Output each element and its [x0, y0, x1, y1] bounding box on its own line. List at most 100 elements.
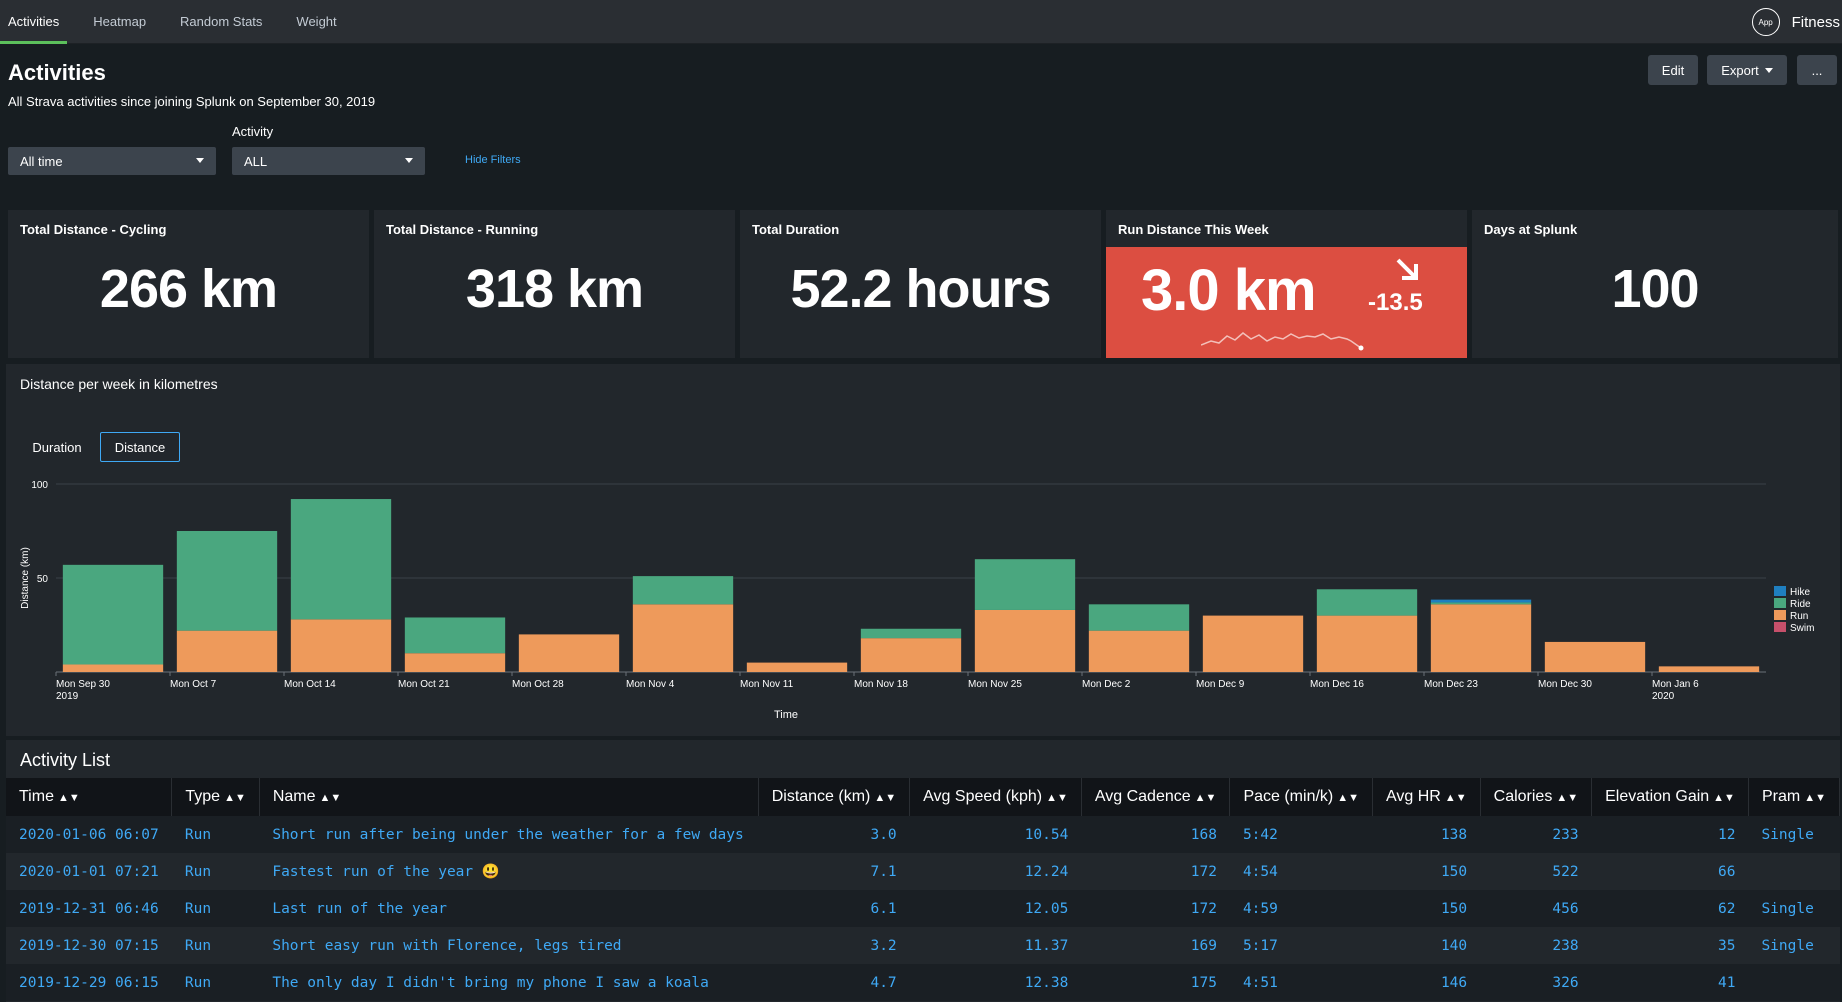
arrow-down-right-icon — [1396, 258, 1418, 280]
tab-random-stats[interactable]: Random Stats — [180, 14, 263, 29]
time-range-dropdown[interactable]: All time — [8, 147, 216, 175]
col-elevation-gain[interactable]: Elevation Gain ▲▼ — [1591, 778, 1749, 816]
table-cell[interactable]: 2019-12-30 07:15 — [6, 927, 172, 964]
table-cell[interactable]: Fastest run of the year 😃 — [259, 853, 759, 890]
hide-filters-link[interactable]: Hide Filters — [465, 154, 521, 166]
export-button[interactable]: Export — [1707, 55, 1787, 85]
table-cell[interactable]: 7.1 — [758, 853, 910, 890]
x-tick-label: Mon Nov 11 — [740, 679, 794, 690]
table-cell[interactable]: 5:17 — [1229, 927, 1373, 964]
table-cell[interactable]: Run — [171, 964, 260, 1001]
col-pace[interactable]: Pace (min/k) ▲▼ — [1229, 778, 1374, 816]
col-name[interactable]: Name ▲▼ — [259, 778, 759, 816]
tab-activities[interactable]: Activities — [0, 0, 68, 44]
table-cell[interactable]: 233 — [1480, 816, 1592, 853]
table-cell[interactable]: 12 — [1591, 816, 1749, 853]
table-row[interactable]: 2019-12-30 07:15 Run Short easy run with F… — [6, 927, 1840, 964]
table-cell[interactable]: 12.24 — [909, 853, 1082, 890]
col-distance[interactable]: Distance (km) ▲▼ — [758, 778, 911, 816]
table-cell[interactable]: 41 — [1591, 964, 1749, 1001]
bar-run — [632, 604, 734, 672]
col-pram[interactable]: Pram ▲▼ — [1748, 778, 1841, 816]
table-cell[interactable]: 2019-12-29 06:15 — [6, 964, 172, 1001]
col-calories[interactable]: Calories ▲▼ — [1480, 778, 1593, 816]
table-cell[interactable]: 326 — [1480, 964, 1592, 1001]
distance-toggle[interactable]: Distance — [100, 432, 180, 462]
table-cell[interactable]: 150 — [1372, 890, 1481, 927]
tab-heatmap[interactable]: Heatmap — [93, 14, 147, 29]
kpi-title: Total Distance - Cycling — [20, 222, 167, 237]
edit-button[interactable]: Edit — [1648, 55, 1698, 85]
activity-dropdown[interactable]: ALL — [232, 147, 425, 175]
table-cell[interactable]: The only day I didn't bring my phone I s… — [259, 964, 759, 1001]
col-avg-cadence[interactable]: Avg Cadence ▲▼ — [1081, 778, 1231, 816]
table-row[interactable]: 2019-12-29 06:15 Run The only day I didn't… — [6, 964, 1840, 1001]
table-cell[interactable]: 10.54 — [909, 816, 1082, 853]
table-cell[interactable]: 12.05 — [909, 890, 1082, 927]
export-label: Export — [1721, 62, 1759, 78]
table-cell[interactable]: 456 — [1480, 890, 1592, 927]
duration-toggle[interactable]: Duration — [32, 439, 82, 455]
table-cell[interactable]: 4.7 — [758, 964, 910, 1001]
table-cell[interactable]: Last run of the year — [259, 890, 759, 927]
table-cell[interactable] — [1748, 964, 1840, 1001]
x-tick-sublabel: 2019 — [56, 691, 79, 702]
table-cell[interactable]: 172 — [1081, 853, 1230, 890]
table-row[interactable]: 2020-01-06 06:07 Run Short run after being… — [6, 816, 1840, 853]
x-tick-label: Mon Oct 7 — [170, 679, 217, 690]
bar-run — [1658, 666, 1760, 672]
table-row[interactable]: 2019-12-31 06:46 Run Last run of the year 6… — [6, 890, 1840, 927]
table-cell[interactable]: 238 — [1480, 927, 1592, 964]
table-cell[interactable]: 12.38 — [909, 964, 1082, 1001]
table-cell[interactable]: 5:42 — [1229, 816, 1373, 853]
table-cell[interactable]: 2019-12-31 06:46 — [6, 890, 172, 927]
kpi-title: Total Distance - Running — [386, 222, 539, 237]
table-cell[interactable]: Run — [171, 890, 260, 927]
table-cell[interactable]: 62 — [1591, 890, 1749, 927]
table-cell[interactable]: 168 — [1081, 816, 1230, 853]
table-cell[interactable]: 6.1 — [758, 890, 910, 927]
table-cell[interactable]: 138 — [1372, 816, 1481, 853]
y-tick-label: 100 — [31, 480, 48, 491]
table-cell[interactable]: 2020-01-06 06:07 — [6, 816, 172, 853]
table-cell[interactable]: 146 — [1372, 964, 1481, 1001]
table-cell[interactable]: 150 — [1372, 853, 1481, 890]
table-cell[interactable]: Single — [1748, 816, 1840, 853]
app-menu[interactable]: App Fitness — [1751, 0, 1842, 44]
bar-run — [1088, 630, 1190, 672]
table-cell[interactable]: 66 — [1591, 853, 1749, 890]
bar-ride — [290, 499, 392, 620]
table-cell[interactable]: Short run after being under the weather … — [259, 816, 759, 853]
table-cell[interactable]: 3.2 — [758, 927, 910, 964]
col-avg-hr[interactable]: Avg HR ▲▼ — [1372, 778, 1481, 816]
table-cell[interactable]: Single — [1748, 890, 1840, 927]
table-cell[interactable]: 140 — [1372, 927, 1481, 964]
table-cell[interactable] — [1748, 853, 1840, 890]
table-cell[interactable]: Short easy run with Florence, legs tired — [259, 927, 759, 964]
col-avg-speed[interactable]: Avg Speed (kph) ▲▼ — [909, 778, 1082, 816]
bar-hike — [1430, 599, 1532, 603]
bar-ride — [62, 564, 164, 665]
table-cell[interactable]: 175 — [1081, 964, 1230, 1001]
table-cell[interactable]: 11.37 — [909, 927, 1082, 964]
kpi-days-at-splunk: Days at Splunk 100 — [1472, 210, 1838, 358]
col-type[interactable]: Type ▲▼ — [171, 778, 260, 816]
tab-weight[interactable]: Weight — [296, 14, 337, 29]
table-cell[interactable]: 169 — [1081, 927, 1230, 964]
table-cell[interactable]: Single — [1748, 927, 1840, 964]
table-cell[interactable]: 172 — [1081, 890, 1230, 927]
table-cell[interactable]: 4:59 — [1229, 890, 1373, 927]
table-cell[interactable]: Run — [171, 816, 260, 853]
table-cell[interactable]: Run — [171, 927, 260, 964]
x-tick-label: Mon Jan 6 — [1652, 679, 1699, 690]
table-cell[interactable]: 4:54 — [1229, 853, 1373, 890]
col-time[interactable]: Time ▲▼ — [6, 778, 173, 816]
table-cell[interactable]: 4:51 — [1229, 964, 1373, 1001]
table-cell[interactable]: Run — [171, 853, 260, 890]
table-cell[interactable]: 3.0 — [758, 816, 910, 853]
more-button[interactable]: ... — [1797, 55, 1837, 85]
table-cell[interactable]: 2020-01-01 07:21 — [6, 853, 172, 890]
table-cell[interactable]: 522 — [1480, 853, 1592, 890]
table-cell[interactable]: 35 — [1591, 927, 1749, 964]
table-row[interactable]: 2020-01-01 07:21 Run Fastest run of the ye… — [6, 853, 1840, 890]
